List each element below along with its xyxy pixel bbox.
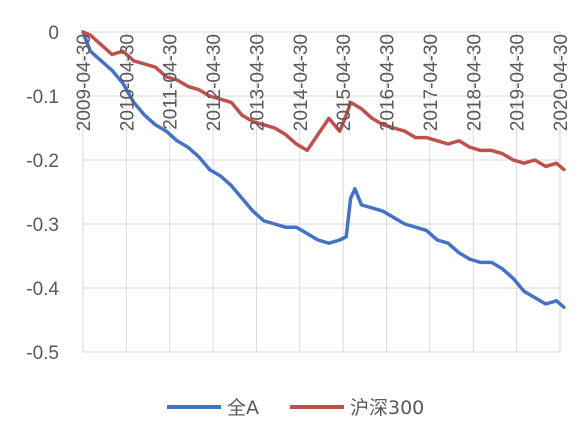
grid-lines — [82, 31, 561, 353]
series-layer — [81, 30, 566, 309]
x-tick-label: 2014-04-30 — [291, 34, 312, 131]
legend: 全A 沪深300 — [167, 397, 424, 419]
x-tick-label: 2010-04-30 — [117, 34, 138, 131]
x-tick-label: 2016-04-30 — [378, 34, 399, 131]
y-tick-label: -0.1 — [26, 87, 59, 108]
legend-label-1: 沪深300 — [350, 397, 424, 419]
series-line-0 — [81, 30, 566, 309]
x-tick-label: 2011-04-30 — [161, 34, 182, 130]
x-tick-label: 2019-04-30 — [508, 34, 529, 131]
x-tick-label: 2017-04-30 — [421, 34, 442, 131]
series-line-1 — [81, 30, 566, 172]
legend-label-0: 全A — [227, 397, 259, 419]
x-tick-label: 2018-04-30 — [464, 34, 485, 131]
y-tick-label: -0.4 — [26, 279, 59, 300]
x-axis-ticks: 2009-04-30 2010-04-30 2011-04-30 2012-04-30… — [74, 34, 572, 131]
y-axis-ticks: 0 -0.1 -0.2 -0.3 -0.4 -0.5 — [26, 23, 59, 364]
x-tick-label: 2013-04-30 — [247, 34, 268, 131]
y-tick-label: -0.3 — [26, 215, 59, 236]
y-tick-label: 0 — [48, 23, 59, 44]
x-tick-label: 2015-04-30 — [334, 34, 355, 131]
y-tick-label: -0.2 — [26, 151, 59, 172]
x-tick-label: 2020-04-30 — [551, 34, 572, 131]
x-tick-label: 2012-04-30 — [204, 34, 225, 131]
x-tick-label: 2009-04-30 — [74, 34, 95, 131]
y-tick-label: -0.5 — [26, 343, 59, 364]
